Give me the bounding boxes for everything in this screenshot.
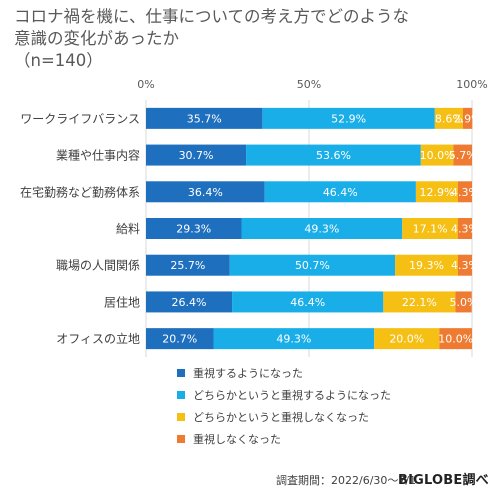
data-label: 8.6% xyxy=(435,112,463,125)
chart-title-line-1: コロナ禍を機に、仕事についての考え方でどのような xyxy=(14,7,410,26)
x-tick-label: 100% xyxy=(456,78,487,91)
bar-segment xyxy=(264,181,416,203)
x-tick-label: 50% xyxy=(297,78,321,91)
data-label: 53.6% xyxy=(316,149,351,162)
category-label: 居住地 xyxy=(104,295,140,309)
data-label: 19.3% xyxy=(409,259,444,272)
data-label: 35.7% xyxy=(187,112,222,125)
data-label: 10.0% xyxy=(420,149,455,162)
survey-period: 調査期間：2022/6/30〜7/1 xyxy=(276,474,417,487)
data-label: 2.9% xyxy=(454,112,482,125)
category-label: オフィスの立地 xyxy=(56,331,140,346)
bar-segment xyxy=(415,181,458,203)
category-label: 業種や仕事内容 xyxy=(56,148,140,163)
bar-segment xyxy=(262,107,435,129)
legend-label: どちらかというと重視するようになった xyxy=(193,388,391,402)
data-label: 49.3% xyxy=(304,223,339,236)
legend-swatch xyxy=(177,391,185,399)
category-label: 職場の人間関係 xyxy=(56,259,140,273)
bar-segment xyxy=(146,181,265,203)
bar-segment xyxy=(229,254,396,276)
category-label: 給料 xyxy=(116,222,140,236)
data-label: 20.7% xyxy=(162,333,197,346)
bar-segment xyxy=(434,107,463,129)
bar-segment xyxy=(146,291,233,313)
data-label: 4.3% xyxy=(451,259,479,272)
bar-segment xyxy=(246,144,421,166)
bar-segment xyxy=(146,328,214,350)
data-label: 30.7% xyxy=(179,149,214,162)
bar-segment xyxy=(146,144,247,166)
bar-segment xyxy=(213,328,375,350)
data-label: 50.7% xyxy=(295,259,330,272)
brand-credit: BIGLOBE調べ xyxy=(398,473,489,488)
bar-segment xyxy=(232,291,384,313)
legend-label: 重視するようになった xyxy=(193,366,303,380)
data-label: 5.0% xyxy=(450,296,478,309)
data-label: 49.3% xyxy=(276,333,311,346)
legend-swatch xyxy=(177,369,185,377)
bar-segment xyxy=(457,181,472,203)
bar-segment xyxy=(455,291,472,313)
legend-swatch xyxy=(177,413,185,421)
chart-title: コロナ禍を機に、仕事についての考え方でどのような 意識の変化があったか （n=1… xyxy=(14,6,494,72)
category-label: 在宅勤務など勤務体系 xyxy=(20,184,140,199)
chart-title-line-3: （n=140） xyxy=(14,51,103,70)
bar-segment xyxy=(146,107,263,129)
data-label: 26.4% xyxy=(172,296,207,309)
data-label: 22.1% xyxy=(402,296,437,309)
bar-segment xyxy=(462,107,473,129)
bar-segment xyxy=(420,144,454,166)
chart-title-line-2: 意識の変化があったか xyxy=(14,29,179,48)
data-label: 4.3% xyxy=(451,186,479,199)
legend-label: 重視しなくなった xyxy=(193,432,281,446)
data-label: 36.4% xyxy=(188,186,223,199)
data-label: 10.0% xyxy=(438,333,473,346)
data-label: 17.1% xyxy=(413,223,448,236)
bar-segment xyxy=(395,254,458,276)
data-label: 52.9% xyxy=(331,112,366,125)
bar-segment xyxy=(402,218,458,239)
legend-label: どちらかというと重視しなくなった xyxy=(193,410,369,424)
data-label: 25.7% xyxy=(170,259,205,272)
bar-segment xyxy=(146,254,230,276)
bar-segment xyxy=(457,218,472,239)
bar-segment xyxy=(439,328,472,350)
data-label: 4.3% xyxy=(451,223,479,236)
bar-segment xyxy=(457,254,472,276)
data-label: 46.4% xyxy=(290,296,325,309)
bar-segment xyxy=(383,291,456,313)
x-tick-label: 0% xyxy=(137,78,154,91)
bar-segment xyxy=(374,328,440,350)
bar-segment xyxy=(146,218,242,239)
data-label: 46.4% xyxy=(323,186,358,199)
data-label: 12.9% xyxy=(419,186,454,199)
legend-swatch xyxy=(177,435,185,443)
data-label: 29.3% xyxy=(176,223,211,236)
bar-segment xyxy=(241,218,403,239)
data-label: 5.7% xyxy=(449,149,477,162)
data-label: 20.0% xyxy=(389,333,424,346)
category-label: ワークライフバランス xyxy=(20,112,140,126)
bar-segment xyxy=(453,144,472,166)
